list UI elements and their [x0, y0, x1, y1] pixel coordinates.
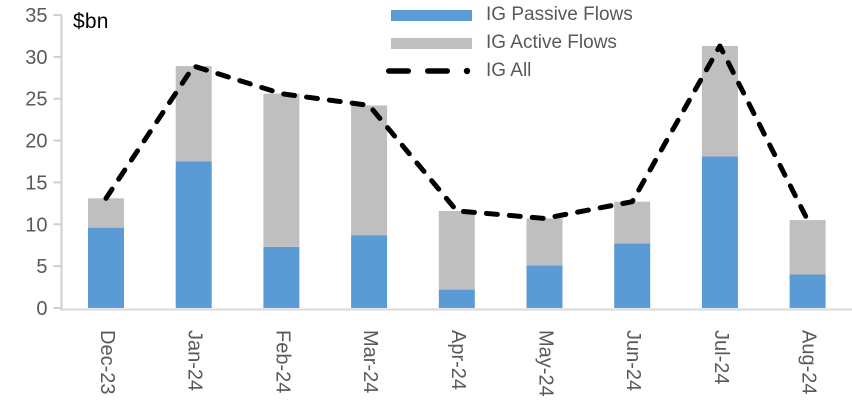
- y-axis-tick-label: 15: [25, 172, 47, 194]
- bar-ig-active-aug-24: [789, 220, 826, 275]
- x-axis-tick-label-feb-24: Feb-24: [271, 330, 293, 393]
- legend: IG Passive Flows IG Active Flows IG All: [386, 1, 633, 85]
- x-axis-tick-label-jul-24: Jul-24: [710, 330, 732, 384]
- bar-ig-passive-apr-24: [438, 289, 475, 308]
- bar-ig-passive-jul-24: [701, 156, 738, 308]
- y-axis-tick-label: 25: [25, 89, 47, 111]
- x-axis-tick-label-jun-24: Jun-24: [622, 330, 644, 391]
- legend-swatch-active-icon: [391, 37, 472, 49]
- bar-ig-passive-mar-24: [351, 235, 388, 308]
- y-axis-tick-label: 30: [25, 47, 47, 69]
- bar-ig-passive-jun-24: [614, 243, 651, 308]
- legend-label-ig-all: IG All: [486, 60, 532, 81]
- y-axis-tick-label: 10: [25, 214, 47, 236]
- y-axis-tick-label: 0: [36, 298, 47, 320]
- x-axis-tick-label-jan-24: Jan-24: [184, 330, 206, 391]
- bar-ig-passive-jan-24: [175, 161, 212, 308]
- x-axis-tick-label-apr-24: Apr-24: [447, 330, 469, 390]
- legend-item-ig-active-flows: IG Active Flows: [391, 29, 633, 57]
- x-axis-tick-label-mar-24: Mar-24: [359, 330, 381, 393]
- legend-label-ig-active-flows: IG Active Flows: [486, 32, 617, 53]
- bar-ig-passive-dec-23: [88, 227, 124, 308]
- legend-label-ig-passive-flows: IG Passive Flows: [486, 4, 633, 25]
- bar-ig-passive-feb-24: [263, 246, 300, 308]
- legend-item-ig-all: IG All: [386, 57, 633, 85]
- x-axis-tick-label-dec-23: Dec-23: [96, 330, 118, 394]
- bar-ig-active-jan-24: [175, 66, 212, 162]
- bar-ig-active-mar-24: [351, 105, 388, 236]
- legend-item-ig-passive-flows: IG Passive Flows: [391, 1, 633, 29]
- bar-ig-passive-may-24: [526, 265, 563, 308]
- bar-ig-active-jun-24: [614, 201, 651, 244]
- legend-swatch-passive-icon: [391, 9, 472, 21]
- bar-ig-active-jul-24: [701, 45, 738, 157]
- x-axis-tick-label-may-24: May-24: [535, 330, 557, 397]
- bar-ig-active-feb-24: [263, 93, 300, 247]
- x-axis-tick-label-aug-24: Aug-24: [798, 330, 820, 395]
- y-axis-tick-label: 5: [36, 256, 47, 278]
- y-axis-tick-label: 35: [25, 5, 47, 27]
- bar-ig-active-may-24: [526, 218, 563, 266]
- y-axis-unit-label: $bn: [73, 10, 109, 33]
- legend-dashed-line-icon: [386, 67, 471, 75]
- ig-all-line: [103, 43, 811, 223]
- bar-ig-active-dec-23: [88, 198, 124, 228]
- bar-ig-passive-aug-24: [789, 274, 826, 308]
- y-axis-tick-label: 20: [25, 131, 47, 153]
- bar-ig-active-apr-24: [438, 210, 475, 290]
